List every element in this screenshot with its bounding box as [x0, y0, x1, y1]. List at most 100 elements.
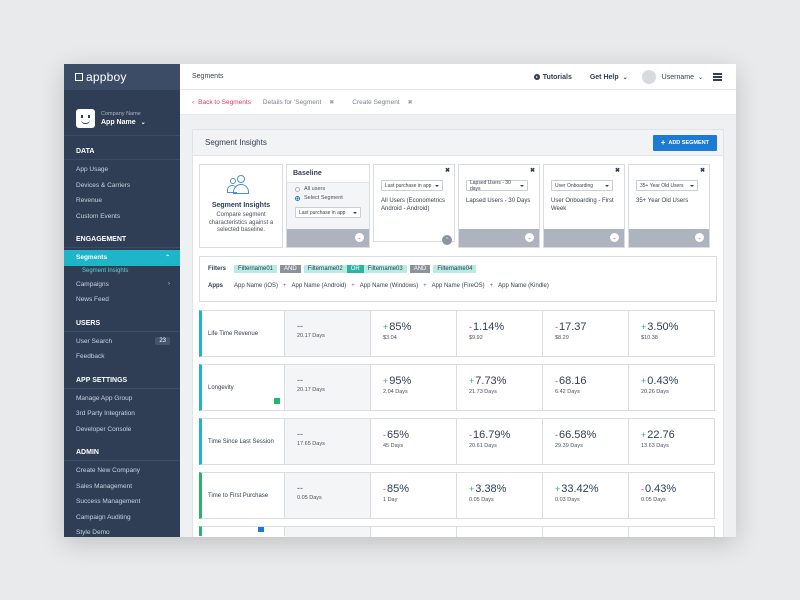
page-title: Segments: [192, 73, 224, 80]
plus-separator: +: [489, 283, 494, 289]
metric-row: Longevity -- 20.17 Days +95% 2.04 Days +7.…: [199, 364, 717, 411]
metric-cell: [543, 526, 629, 537]
baseline-title: Baseline: [287, 165, 369, 183]
metric-cell: [457, 526, 543, 537]
segment-select-4[interactable]: 35+ Year Old Users: [636, 180, 698, 191]
logo[interactable]: appboy: [64, 64, 180, 90]
segment-insights-panel: Segment Insights + ADD SEGMENT Segment In…: [192, 129, 724, 537]
baseline-card: Baseline All users Select Segment Last p…: [286, 164, 370, 248]
segment-name-2: Lapsed Users - 30 Days: [466, 198, 531, 204]
close-icon[interactable]: ✖: [699, 168, 705, 174]
sidebar-item-devices-carriers[interactable]: Devices & Carriers: [76, 181, 131, 189]
app-item: App Name (Kindle): [498, 283, 549, 289]
segment-name-1: All Users (Econometrics Android - Androi…: [381, 198, 446, 212]
plus-separator: +: [423, 283, 427, 289]
sidebar-item-sales-management[interactable]: Sales Management: [76, 482, 133, 490]
section-title-engagement: ENGAGEMENT: [64, 224, 180, 248]
chevron-down-icon: ⌄: [140, 120, 146, 126]
top-bar: Segments Tutorials Get Help ⌄ Username ⌄: [180, 64, 736, 90]
filter-operator: OR: [346, 265, 364, 273]
metric-cell: -85% 1 Day: [371, 472, 457, 519]
avatar[interactable]: [641, 70, 656, 84]
metric-cell: +85% $3.04: [371, 310, 457, 357]
sidebar-item-create-new-company[interactable]: Create New Company: [76, 467, 140, 475]
segment-select-2[interactable]: Lapsed Users - 30 days: [466, 180, 528, 192]
users-icon: [227, 175, 255, 197]
filter-chip[interactable]: Filtername01: [234, 265, 278, 273]
company-switcher[interactable]: Company Name App Name ⌄: [64, 90, 180, 136]
segment-insights-card: Segment Insights Compare segment charact…: [199, 164, 283, 248]
expand-icon[interactable]: ⌄: [695, 233, 704, 242]
app-item: App Name (iOS): [234, 283, 279, 289]
add-segment-button[interactable]: + ADD SEGMENT: [652, 134, 717, 151]
sidebar-item-revenue[interactable]: Revenue: [76, 197, 103, 205]
filter-chip[interactable]: Filtername02: [303, 265, 347, 273]
sidebar-item-campaigns[interactable]: Campaigns ›: [76, 280, 170, 288]
back-to-segments-link[interactable]: ‹ Back to Segments: [192, 98, 251, 106]
metric-cell: -68.16 6.42 Days: [543, 364, 629, 411]
baseline-cell: -- 0.05 Days: [285, 472, 371, 519]
plus-icon: +: [660, 138, 666, 147]
hamburger-menu-icon[interactable]: [713, 73, 722, 81]
expand-icon[interactable]: ⌄: [355, 233, 364, 242]
close-icon[interactable]: ✖: [329, 99, 335, 106]
sidebar-item-feedback[interactable]: Feedback: [76, 353, 105, 361]
sidebar-item-style-demo[interactable]: Style Demo: [76, 529, 110, 537]
get-help-menu[interactable]: Get Help ⌄: [589, 73, 628, 81]
sidebar-subitem-segment-insights[interactable]: Segment Insights: [82, 268, 129, 274]
metric-label: Time Since Last Session: [199, 418, 285, 465]
baseline-cell: [285, 526, 371, 537]
metric-row-partial: [199, 526, 717, 537]
sidebar-item-success-management[interactable]: Success Management: [76, 498, 141, 506]
sidebar-item-segments[interactable]: Segments ⌃: [64, 250, 180, 266]
breadcrumb-tab-details[interactable]: Details for 'Segment ✖: [262, 98, 335, 106]
close-icon[interactable]: ✖: [444, 168, 450, 174]
radio-select-segment[interactable]: Select Segment: [287, 192, 369, 201]
expand-icon[interactable]: ⌄: [610, 233, 619, 242]
baseline-segment-select[interactable]: Last purchase in app: [295, 207, 361, 218]
play-icon: [533, 74, 540, 80]
breadcrumb: ‹ Back to Segments Details for 'Segment ✖ …: [180, 90, 736, 115]
segment-card-3: ✖ User Onboarding User Onboarding - Firs…: [543, 164, 625, 248]
collapse-icon[interactable]: ⌃: [442, 235, 452, 245]
expand-icon[interactable]: ⌄: [525, 233, 534, 242]
section-title-admin: ADMIN: [64, 437, 180, 461]
section-title-app-settings: APP SETTINGS: [64, 365, 180, 389]
sidebar-item-news-feed[interactable]: News Feed: [76, 296, 109, 304]
metric-cell: -65% 45 Days: [371, 418, 457, 465]
sidebar-item-custom-events[interactable]: Custom Events: [76, 212, 121, 220]
metric-cell: +3.38% 0.05 Days: [457, 472, 543, 519]
segment-select-3[interactable]: User Onboarding: [551, 180, 613, 191]
user-search-badge: 23: [155, 337, 170, 346]
plus-separator: +: [351, 283, 355, 289]
breadcrumb-tab-create-segment[interactable]: Create Segment ✖: [352, 98, 413, 106]
sidebar-item-app-usage[interactable]: App Usage: [76, 166, 109, 174]
app-name: App Name ⌄: [101, 119, 146, 126]
segment-name-4: 35+ Year Old Users: [636, 198, 689, 204]
sidebar-item-manage-app-group[interactable]: Manage App Group: [76, 394, 133, 402]
segment-card-4: ✖ 35+ Year Old Users 35+ Year Old Users …: [628, 164, 710, 248]
tutorials-button[interactable]: Tutorials: [533, 74, 572, 81]
app-item: App Name (Windows): [359, 283, 419, 289]
filter-chip[interactable]: Filtername03: [363, 265, 407, 273]
sidebar-item-developer-console[interactable]: Developer Console: [76, 425, 132, 433]
segment-card-1: ✖ Last purchase in app All Users (Econom…: [373, 164, 455, 245]
username-menu[interactable]: Username ⌄: [661, 73, 703, 81]
main-content: Segment Insights + ADD SEGMENT Segment In…: [180, 115, 736, 537]
radio-all-users[interactable]: All users: [287, 183, 369, 192]
close-icon[interactable]: ✖: [407, 99, 413, 106]
filter-chip[interactable]: Filtername04: [433, 265, 477, 273]
segment-card-2: ✖ Lapsed Users - 30 days Lapsed Users - …: [458, 164, 540, 248]
metric-cell: -1.14% $9.92: [457, 310, 543, 357]
close-icon[interactable]: ✖: [614, 168, 620, 174]
app-item: App Name (FireOS): [431, 283, 485, 289]
sidebar-item-user-search[interactable]: User Search 23: [64, 334, 180, 350]
section-title-users: USERS: [64, 308, 180, 332]
close-icon[interactable]: ✖: [529, 168, 535, 174]
section-title-data: DATA: [64, 136, 180, 160]
baseline-cell: -- 17.65 Days: [285, 418, 371, 465]
sidebar-item-3rd-party-integration[interactable]: 3rd Party Integration: [76, 410, 135, 418]
baseline-cell: -- 20.17 Days: [285, 364, 371, 411]
sidebar-item-campaign-auditing[interactable]: Campaign Auditing: [76, 513, 131, 521]
segment-select-1[interactable]: Last purchase in app: [381, 180, 443, 191]
